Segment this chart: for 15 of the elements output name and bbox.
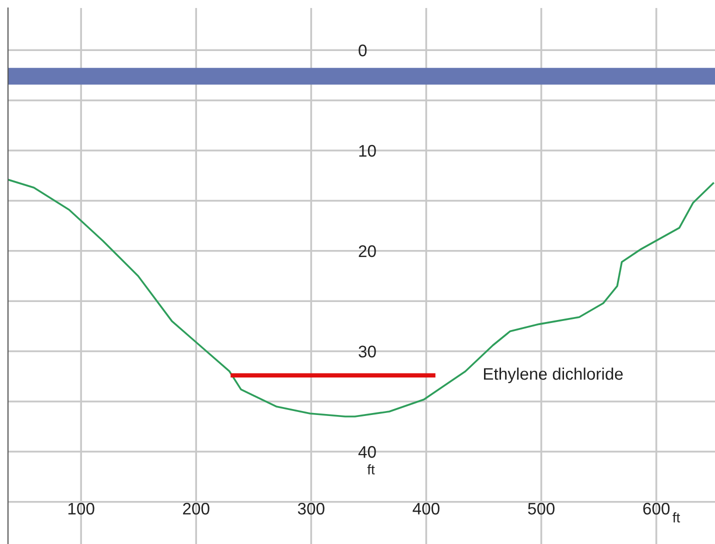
x-tick-label: 100: [68, 502, 94, 515]
y-tick-label: 30: [358, 346, 376, 358]
y-axis-title: ft: [367, 464, 375, 474]
x-tick-label: 200: [183, 502, 210, 515]
y-tick-label: 40: [358, 446, 376, 458]
y-tick-label: 20: [358, 245, 376, 258]
x-tick-label: 600: [643, 502, 670, 515]
line-series: [8, 178, 715, 418]
text: Ethylene dichloride: [484, 368, 623, 384]
x-tick-label: 300: [298, 502, 324, 515]
y-tick-label: 10: [359, 144, 376, 157]
x-tick-label: 500: [528, 502, 555, 515]
x-axis-title: ft: [672, 512, 680, 522]
x-tick-label: 400: [412, 502, 440, 515]
y-tick-label: 0: [358, 44, 367, 56]
